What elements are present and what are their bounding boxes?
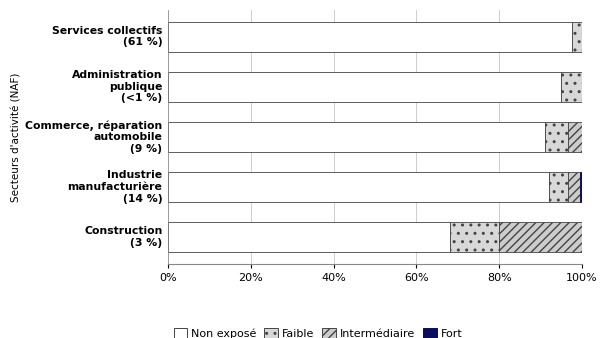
Bar: [549, 172, 568, 202]
Bar: [562, 72, 582, 102]
Bar: [168, 72, 562, 102]
Bar: [168, 172, 549, 202]
Bar: [168, 122, 545, 152]
Y-axis label: Secteurs d'activité (NAF): Secteurs d'activité (NAF): [11, 72, 21, 201]
Legend: Non exposé, Faible, Intermédiaire, Fort: Non exposé, Faible, Intermédiaire, Fort: [173, 329, 463, 338]
Bar: [580, 172, 582, 202]
Bar: [568, 172, 580, 202]
Bar: [168, 222, 449, 252]
Bar: [545, 122, 568, 152]
Bar: [168, 22, 572, 52]
Bar: [568, 122, 582, 152]
Bar: [572, 22, 582, 52]
Bar: [449, 222, 499, 252]
Bar: [499, 222, 582, 252]
